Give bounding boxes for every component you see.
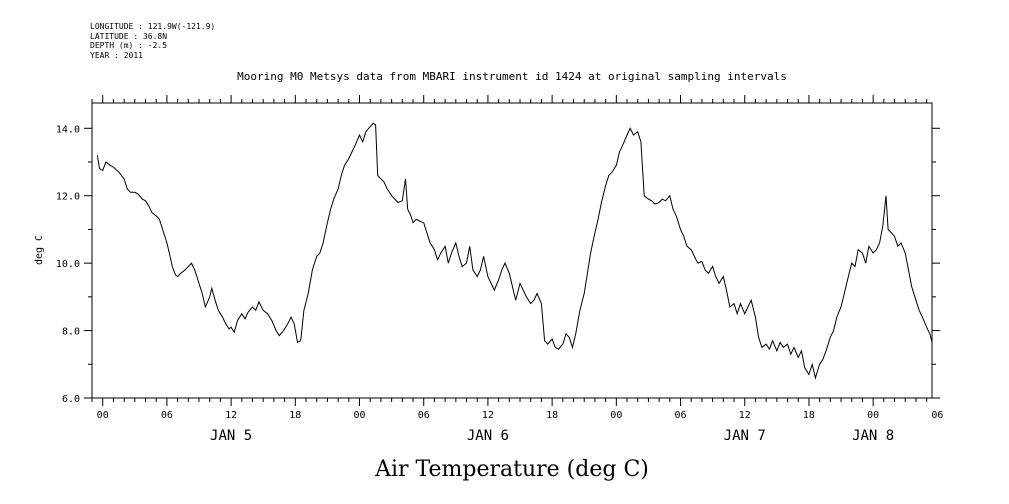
axis-ticks xyxy=(84,95,940,406)
chart-caption: Air Temperature (deg C) xyxy=(374,457,649,482)
day-label: JAN 5 xyxy=(210,428,252,444)
y-tick-labels: 6.0 8.0 10.0 12.0 14.0 xyxy=(56,124,80,405)
y-axis-label: deg C xyxy=(34,235,45,265)
x-tick-label: 18 xyxy=(289,410,301,421)
latitude-label: LATITUDE : 36.8N xyxy=(90,31,168,41)
y-tick-label: 12.0 xyxy=(56,192,80,203)
temperature-series-line xyxy=(96,122,933,380)
plot-frame xyxy=(91,102,933,399)
x-tick-label: 00 xyxy=(867,410,879,421)
x-tick-label: 18 xyxy=(546,410,558,421)
day-label: JAN 7 xyxy=(724,428,766,444)
x-tick-label: 12 xyxy=(225,410,237,421)
x-tick-labels: 00 06 12 18 00 06 12 18 00 06 12 18 00 06 xyxy=(97,410,944,421)
x-tick-label: 12 xyxy=(739,410,751,421)
y-tick-label: 14.0 xyxy=(56,124,80,135)
metadata-block: LONGITUDE : 121.9W(-121.9) LATITUDE : 36… xyxy=(90,22,215,60)
x-tick-label: 00 xyxy=(610,410,622,421)
x-tick-label: 00 xyxy=(353,410,365,421)
year-label: YEAR : 2011 xyxy=(90,50,143,60)
longitude-label: LONGITUDE : 121.9W(-121.9) xyxy=(90,22,216,31)
x-tick-label: 00 xyxy=(97,410,109,421)
y-tick-label: 6.0 xyxy=(62,394,80,405)
y-tick-label: 8.0 xyxy=(62,327,80,338)
x-tick-label: 06 xyxy=(161,410,173,421)
x-tick-label: 12 xyxy=(482,410,494,421)
x-tick-label: 06 xyxy=(418,410,430,421)
depth-label: DEPTH (m) : -2.5 xyxy=(90,41,168,50)
day-label: JAN 6 xyxy=(467,428,509,444)
x-tick-label: 06 xyxy=(675,410,687,421)
x-tick-label: 18 xyxy=(803,410,815,421)
y-tick-label: 10.0 xyxy=(56,259,80,270)
day-labels: JAN 5 JAN 6 JAN 7 JAN 8 xyxy=(210,428,894,444)
x-tick-label: 06 xyxy=(931,410,943,421)
chart-title: Mooring M0 Metsys data from MBARI instru… xyxy=(237,70,787,83)
day-label: JAN 8 xyxy=(852,428,894,444)
